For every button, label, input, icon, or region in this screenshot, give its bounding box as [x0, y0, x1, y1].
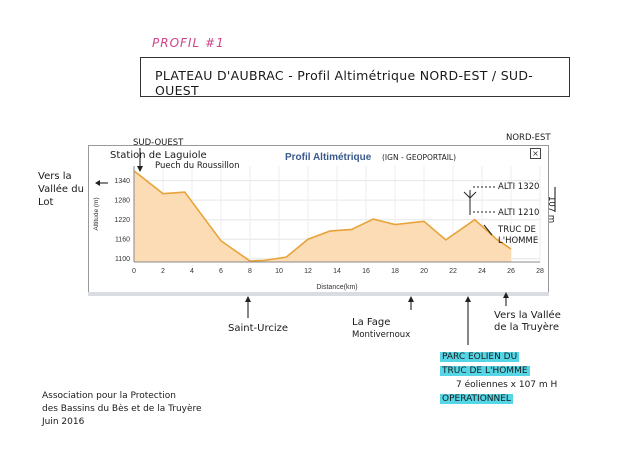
- nord-est-label: NORD-EST: [506, 133, 551, 143]
- x-tick-label: 16: [362, 268, 370, 275]
- x-tick-label: 28: [536, 268, 544, 275]
- elevation-line: [133, 170, 512, 262]
- x-tick-label: 2: [161, 268, 165, 275]
- chart-panel: Profil Altimétrique (IGN - GEOPORTAIL) 0 2 4…: [88, 145, 549, 295]
- wind-turbine-icon: [463, 190, 477, 215]
- y-axis-label: Altitude (m): [93, 197, 100, 230]
- station-label: Station de Laguiole: [110, 150, 207, 161]
- arrow-truc: [483, 224, 493, 236]
- elevation-area: [134, 170, 511, 262]
- title-box: PLATEAU D'AUBRAC - Profil Altimétrique N…: [140, 57, 570, 98]
- arrow-heads: [95, 166, 509, 302]
- y-tick-label: 1100: [115, 256, 130, 263]
- y-tick-label: 1340: [114, 178, 130, 185]
- elevation-chart: Profil Altimétrique (IGN - GEOPORTAIL)0 2 4…: [93, 152, 544, 291]
- chart-source-note: (IGN - GEOPORTAIL): [382, 153, 456, 162]
- x-tick-label: 4: [190, 268, 194, 275]
- x-tick-label: 18: [391, 268, 399, 275]
- chart-title: Profil Altimétrique: [285, 152, 372, 163]
- vers-lot-label: Vers la Vallée du Lot: [38, 171, 84, 208]
- x-tick-label: 20: [420, 268, 428, 275]
- close-icon[interactable]: ×: [530, 148, 541, 159]
- alti-1320-label: ALTI 1320: [498, 182, 540, 192]
- x-tick-label: 24: [478, 268, 486, 275]
- saint-urcize-label: Saint-Urcize: [228, 323, 289, 334]
- x-tick-label: 14: [333, 268, 341, 275]
- la-fage-label: La Fage Montivernoux: [352, 317, 411, 340]
- truc-homme-label: TRUC DE L'HOMME: [498, 225, 539, 246]
- x-tick-label: 22: [449, 268, 457, 275]
- page-title: PLATEAU D'AUBRAC - Profil Altimétrique N…: [155, 68, 534, 98]
- x-tick-label: 12: [304, 268, 312, 275]
- x-tick-label: 0: [132, 268, 136, 275]
- y-tick-label: 1280: [114, 198, 130, 205]
- y-tick-label: 1220: [114, 217, 130, 224]
- association-note: Association pour la Protection des Bassi…: [42, 391, 202, 427]
- x-axis-label: Distance(km): [316, 284, 357, 291]
- chart-scrollbar[interactable]: [88, 292, 549, 296]
- x-tick-label: 8: [248, 268, 252, 275]
- x-tick-label: 6: [219, 268, 223, 275]
- parc-eolien-note: PARC EOLIEN DU TRUC DE L'HOMME 7 éolienn…: [440, 352, 558, 404]
- y-tick-label: 1160: [115, 237, 130, 244]
- vers-truyere-label: Vers la Vallée de la Truyère: [494, 310, 561, 333]
- alti-1210-label: ALTI 1210: [498, 208, 540, 218]
- x-tick-label: 10: [275, 268, 283, 275]
- sud-ouest-label: SUD-OUEST: [133, 138, 184, 148]
- puech-label: Puech du Roussillon: [155, 161, 240, 171]
- profil-label: PROFIL #1: [152, 36, 225, 50]
- x-tick-label: 26: [507, 268, 515, 275]
